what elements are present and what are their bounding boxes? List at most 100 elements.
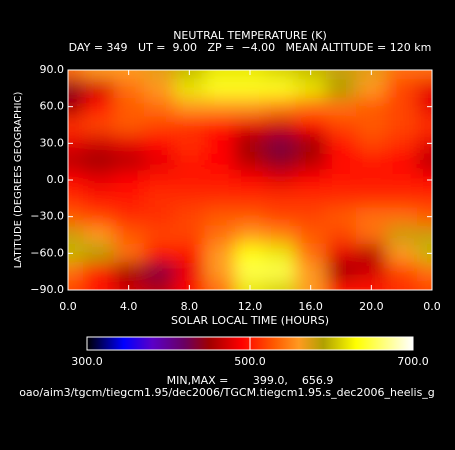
contour-cell — [83, 115, 114, 135]
contour-cell — [295, 152, 327, 172]
contour-cell — [416, 115, 432, 135]
contour-cell — [356, 79, 387, 98]
contour-cell — [325, 79, 357, 98]
contour-cell — [234, 134, 266, 153]
y-axis-label: LATITUDE (DEGREES GEOGRAPHIC) — [13, 92, 24, 269]
contour-cell — [113, 134, 145, 153]
contour-cell — [113, 115, 145, 135]
contour-cell — [174, 225, 205, 245]
contour-cell — [356, 262, 387, 282]
contour-cell — [356, 97, 387, 117]
contour-cell — [113, 79, 145, 98]
contour-cell — [83, 170, 114, 190]
contour-cell — [325, 152, 357, 172]
contour-cell — [234, 225, 266, 245]
contour-cell — [356, 152, 387, 172]
minmax-label: MIN,MAX = 399.0, 656.9 — [167, 374, 334, 387]
contour-cell — [143, 189, 175, 208]
contour-cell — [295, 207, 327, 227]
y-tick-label: 0.0 — [47, 173, 65, 186]
contour-cell — [386, 189, 418, 208]
contour-cell — [143, 207, 175, 227]
contour-cell — [113, 262, 145, 282]
contour-cell — [204, 115, 236, 135]
contour-cell — [295, 170, 327, 190]
contour-cell — [234, 189, 266, 208]
contour-cell — [265, 280, 296, 290]
contour-cell — [174, 97, 205, 117]
contour-cell — [234, 207, 266, 227]
contour-cell — [295, 97, 327, 117]
contour-cell — [143, 280, 175, 290]
contour-cell — [234, 152, 266, 172]
contour-cell — [295, 244, 327, 263]
contour-cell — [68, 262, 84, 282]
contour-cell — [143, 262, 175, 282]
contour-cell — [83, 225, 114, 245]
contour-cell — [68, 115, 84, 135]
contour-cell — [204, 79, 236, 98]
contour-cell — [68, 79, 84, 98]
contour-cell — [113, 189, 145, 208]
contour-cell — [325, 225, 357, 245]
contour-cell — [416, 207, 432, 227]
contour-cell — [325, 207, 357, 227]
contour-cell — [265, 225, 296, 245]
contour-cell — [356, 244, 387, 263]
contour-cell — [83, 134, 114, 153]
y-tick-label: 90.0 — [40, 63, 65, 76]
contour-cell — [83, 244, 114, 263]
y-tick-label: 60.0 — [40, 100, 65, 113]
x-tick-label: 8.0 — [181, 300, 199, 313]
contour-cell — [234, 115, 266, 135]
contour-cell — [204, 207, 236, 227]
x-tick-label: 12.0 — [238, 300, 263, 313]
contour-cell — [204, 280, 236, 290]
contour-cell — [174, 79, 205, 98]
colorbar-tick-label: 500.0 — [234, 355, 266, 368]
contour-cell — [325, 189, 357, 208]
contour-cell — [113, 244, 145, 263]
x-tick-label: 0.0 — [59, 300, 77, 313]
contour-cell — [416, 280, 432, 290]
contour-cell — [386, 134, 418, 153]
contour-cell — [265, 207, 296, 227]
colorbar-tick-label: 300.0 — [71, 355, 103, 368]
contour-cell — [386, 70, 418, 80]
contour-cell — [416, 244, 432, 263]
contour-cell — [325, 244, 357, 263]
contour-cell — [325, 134, 357, 153]
contour-cell — [265, 79, 296, 98]
contour-cell — [68, 134, 84, 153]
contour-cell — [83, 97, 114, 117]
contour-cell — [143, 152, 175, 172]
x-tick-label: 20.0 — [359, 300, 384, 313]
contour-cell — [234, 97, 266, 117]
contour-cell — [68, 280, 84, 290]
contour-cell — [174, 262, 205, 282]
contour-cell — [174, 207, 205, 227]
contour-cell — [83, 152, 114, 172]
contour-cell — [68, 244, 84, 263]
y-tick-label: 30.0 — [40, 136, 65, 149]
contour-cell — [83, 280, 114, 290]
contour-cell — [416, 97, 432, 117]
contour-cell — [204, 134, 236, 153]
contour-cell — [83, 207, 114, 227]
contour-cell — [386, 207, 418, 227]
contour-cell — [356, 170, 387, 190]
contour-cell — [325, 170, 357, 190]
contour-cell — [416, 170, 432, 190]
chart-subtitle: DAY = 349 UT = 9.00 ZP = −4.00 MEAN ALTI… — [69, 41, 432, 54]
file-path: oao/aim3/tgcm/tiegcm1.95/dec2006/TGCM.ti… — [19, 386, 435, 399]
contour-cell — [68, 225, 84, 245]
contour-cell — [265, 134, 296, 153]
contour-cell — [68, 70, 84, 80]
contour-cells — [68, 70, 432, 290]
contour-cell — [204, 244, 236, 263]
x-tick-label: 4.0 — [120, 300, 138, 313]
contour-cell — [204, 70, 236, 80]
contour-cell — [143, 115, 175, 135]
contour-cell — [83, 79, 114, 98]
contour-cell — [174, 244, 205, 263]
